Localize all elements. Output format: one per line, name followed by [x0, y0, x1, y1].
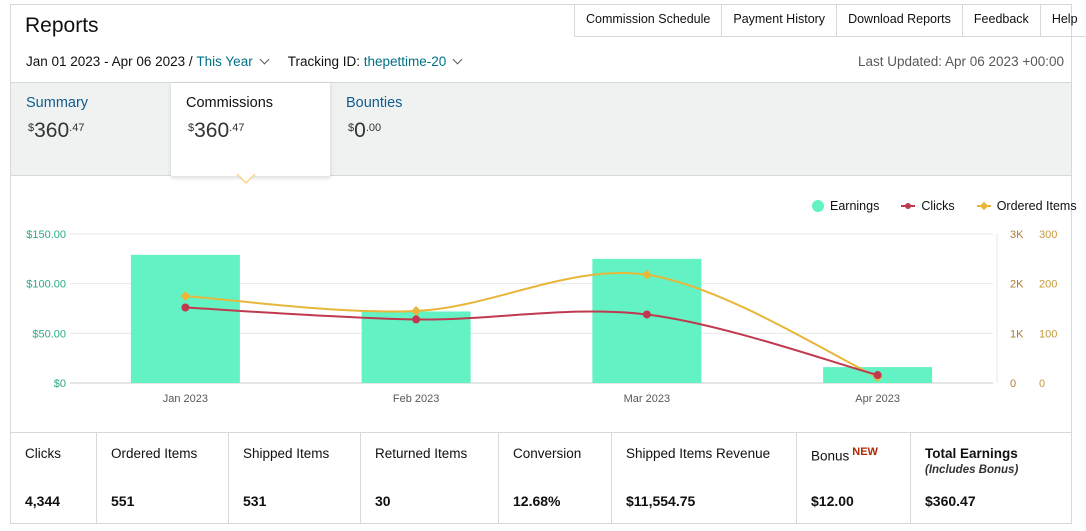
stat-total-earnings-value: $360.47 — [925, 493, 976, 509]
legend-clicks[interactable]: Clicks — [901, 199, 955, 213]
stat-ordered-items-label: Ordered Items — [111, 446, 198, 461]
ordered-items-swatch — [976, 201, 991, 211]
tab-summary[interactable]: Summary $360.47 — [11, 83, 171, 175]
y-right-outer-tick-label: 300 — [1039, 229, 1057, 241]
y-right-inner-tick-label: 0 — [1010, 378, 1016, 390]
y-right-inner-tick-label: 2K — [1010, 279, 1024, 291]
commission-schedule-link[interactable]: Commission Schedule — [575, 4, 723, 36]
tab-commissions[interactable]: Commissions $360.47 — [171, 83, 330, 177]
line-clicks — [185, 306, 878, 377]
stat-shipped-items-value: 531 — [243, 493, 267, 509]
date-range-value: Jan 01 2023 - Apr 06 2023 — [26, 54, 186, 69]
legend-clicks-label: Clicks — [921, 199, 955, 213]
y-right-outer-tick-label: 200 — [1039, 279, 1057, 291]
chevron-down-icon — [452, 54, 463, 65]
stat-shipped-revenue-value: $11,554.75 — [626, 493, 696, 509]
date-range-dropdown[interactable]: Jan 01 2023 - Apr 06 2023 / This Year — [26, 54, 270, 69]
tab-commissions-label: Commissions — [186, 95, 274, 111]
tab-bounties-amount: $0.00 — [348, 119, 382, 142]
stat-total-earnings-sub: (Includes Bonus) — [925, 464, 1019, 476]
period-separator: / — [185, 54, 197, 69]
chart-legend: Earnings Clicks Ordered Items — [790, 199, 1077, 213]
earnings-swatch — [812, 200, 824, 212]
x-tick-label: Mar 2023 — [624, 393, 670, 405]
stat-conversion: Conversion 12.68% — [499, 433, 612, 524]
tracking-id-value: thepettime-20 — [363, 54, 447, 69]
tab-commissions-dollars: 360 — [194, 119, 230, 142]
stat-clicks-label: Clicks — [25, 446, 61, 461]
summary-tabs: Summary $360.47 Commissions $360.47 Boun… — [11, 82, 1071, 177]
stat-shipped-items: Shipped Items 531 — [229, 433, 361, 524]
legend-earnings[interactable]: Earnings — [812, 199, 879, 213]
active-tab-pointer-inner — [238, 174, 254, 182]
y-right-inner-tick-label: 3K — [1010, 229, 1024, 241]
earnings-chart: $0 $50.00 $100.00 $150.00 0 1K 2K 3K 0 100 200 300 J… — [26, 229, 1057, 405]
period-value: This Year — [196, 54, 253, 69]
tab-summary-label: Summary — [26, 95, 89, 111]
stat-ordered-items-value: 551 — [111, 493, 135, 509]
stat-conversion-label: Conversion — [513, 446, 582, 461]
stat-total-earnings: Total Earnings (Includes Bonus) $360.47 — [911, 433, 1071, 524]
help-link[interactable]: Help — [1051, 12, 1078, 26]
tab-summary-dollars: 360 — [34, 119, 70, 142]
stat-ordered-items: Ordered Items 551 — [97, 433, 229, 524]
y-right-outer-tick-label: 100 — [1039, 328, 1057, 340]
stat-conversion-value: 12.68% — [513, 493, 561, 509]
stat-bonus-label: Bonus — [811, 448, 850, 464]
tracking-id-label: Tracking ID: — [287, 54, 360, 69]
page-title: Reports — [25, 14, 99, 37]
legend-ordered-items[interactable]: Ordered Items — [976, 199, 1077, 213]
stat-returned-items-label: Returned Items — [375, 446, 468, 461]
stats-row: Clicks 4,344 Ordered Items 551 Shipped I… — [11, 432, 1071, 524]
tracking-id-dropdown[interactable]: Tracking ID: thepettime-20 — [287, 54, 463, 69]
y-right-outer-tick-label: 0 — [1039, 378, 1045, 390]
x-tick-label: Feb 2023 — [393, 393, 439, 405]
tab-commissions-cents: 47 — [232, 122, 245, 134]
point-ordered-items — [180, 291, 191, 302]
last-updated: Last Updated: Apr 06 2023 +00:00 — [857, 54, 1064, 69]
x-tick-label: Apr 2023 — [855, 393, 900, 405]
tab-summary-amount: $360.47 — [28, 119, 85, 142]
stat-shipped-revenue: Shipped Items Revenue $11,554.75 — [612, 433, 797, 524]
y-left-tick-label: $0 — [54, 378, 66, 390]
point-clicks — [642, 310, 651, 319]
new-badge: NEW — [852, 446, 878, 458]
tab-bounties-cents: 00 — [368, 122, 382, 134]
download-reports-link[interactable]: Download Reports — [837, 4, 963, 36]
stat-shipped-items-label: Shipped Items — [243, 446, 330, 461]
top-nav: Commission Schedule Payment History Down… — [574, 4, 1086, 37]
tab-commissions-amount: $360.47 — [188, 119, 245, 142]
point-clicks — [412, 315, 421, 324]
legend-earnings-label: Earnings — [830, 199, 880, 213]
line-ordered-items — [185, 271, 879, 378]
y-right-inner-tick-label: 1K — [1010, 328, 1024, 340]
stat-bonus-label-wrap: Bonus NEW — [811, 446, 878, 464]
legend-ordered-items-label: Ordered Items — [996, 199, 1077, 213]
stat-returned-items: Returned Items 30 — [361, 433, 499, 524]
tab-bounties[interactable]: Bounties $0.00 — [331, 83, 491, 175]
payment-history-link[interactable]: Payment History — [722, 4, 838, 36]
feedback-link[interactable]: Feedback — [963, 4, 1041, 36]
point-ordered-items — [641, 269, 652, 280]
clicks-swatch — [901, 203, 916, 209]
stat-total-earnings-label: Total Earnings — [925, 446, 1018, 461]
bar-earnings — [130, 254, 240, 383]
tab-summary-cents: 47 — [72, 122, 85, 134]
stat-bonus-value: $12.00 — [811, 493, 854, 509]
stat-shipped-revenue-label: Shipped Items Revenue — [626, 446, 771, 461]
stat-clicks-value: 4,344 — [25, 493, 61, 509]
stat-bonus: Bonus NEW $12.00 — [797, 433, 911, 524]
point-clicks — [181, 303, 190, 312]
tab-bounties-dollars: 0 — [354, 119, 366, 142]
y-left-tick-label: $100.00 — [26, 279, 66, 291]
point-clicks — [873, 371, 882, 380]
y-left-tick-label: $150.00 — [26, 229, 66, 241]
x-tick-label: Jan 2023 — [163, 393, 208, 405]
stat-returned-items-value: 30 — [375, 493, 391, 509]
y-left-tick-label: $50.00 — [32, 328, 66, 340]
tab-bounties-label: Bounties — [346, 95, 403, 111]
filter-bar: Jan 01 2023 - Apr 06 2023 / This Year Tr… — [26, 54, 463, 69]
stat-clicks: Clicks 4,344 — [11, 433, 97, 524]
chevron-down-icon — [259, 54, 270, 65]
